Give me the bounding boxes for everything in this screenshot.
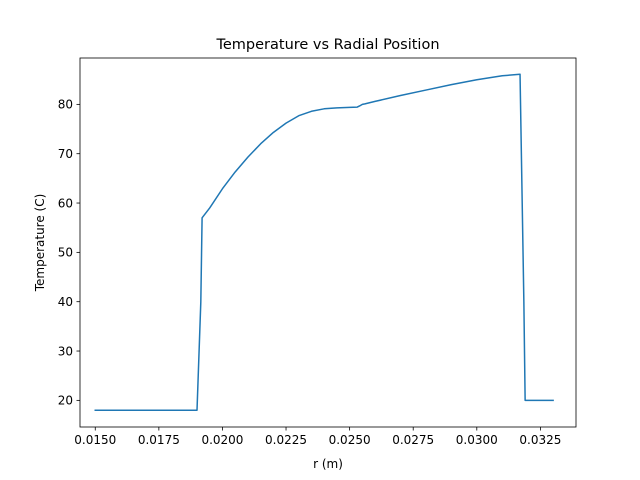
x-tick-label: 0.0225 xyxy=(265,433,307,447)
y-tick-label: 50 xyxy=(58,246,73,260)
y-tick-label: 80 xyxy=(58,98,73,112)
x-tick-label: 0.0325 xyxy=(519,433,561,447)
series-layer xyxy=(94,73,554,411)
axes-background xyxy=(80,58,576,427)
y-tick-label: 70 xyxy=(58,147,73,161)
axes-frame xyxy=(79,57,577,428)
y-axis-label: Temperature (C) xyxy=(33,194,47,293)
y-tick-label: 40 xyxy=(58,295,73,309)
y-tick-label: 20 xyxy=(58,394,73,408)
x-tick-label: 0.0275 xyxy=(392,433,434,447)
temperature-line xyxy=(94,73,554,411)
plot-area xyxy=(79,57,577,428)
y-tick-label: 30 xyxy=(58,344,73,358)
x-tick-label: 0.0300 xyxy=(456,433,498,447)
x-tick-label: 0.0175 xyxy=(138,433,180,447)
x-axis: 0.0150 0.0175 0.0200 0.0225 0.0250 0.0275 0.03… xyxy=(74,427,561,447)
x-axis-label: r (m) xyxy=(313,457,343,471)
x-tick-label: 0.0250 xyxy=(329,433,371,447)
y-tick-label: 60 xyxy=(58,196,73,210)
chart-title: Temperature vs Radial Position xyxy=(215,37,439,53)
x-tick-label: 0.0150 xyxy=(74,433,116,447)
x-tick-label: 0.0200 xyxy=(201,433,243,447)
y-axis: 20 30 40 50 60 70 80 xyxy=(58,98,80,408)
